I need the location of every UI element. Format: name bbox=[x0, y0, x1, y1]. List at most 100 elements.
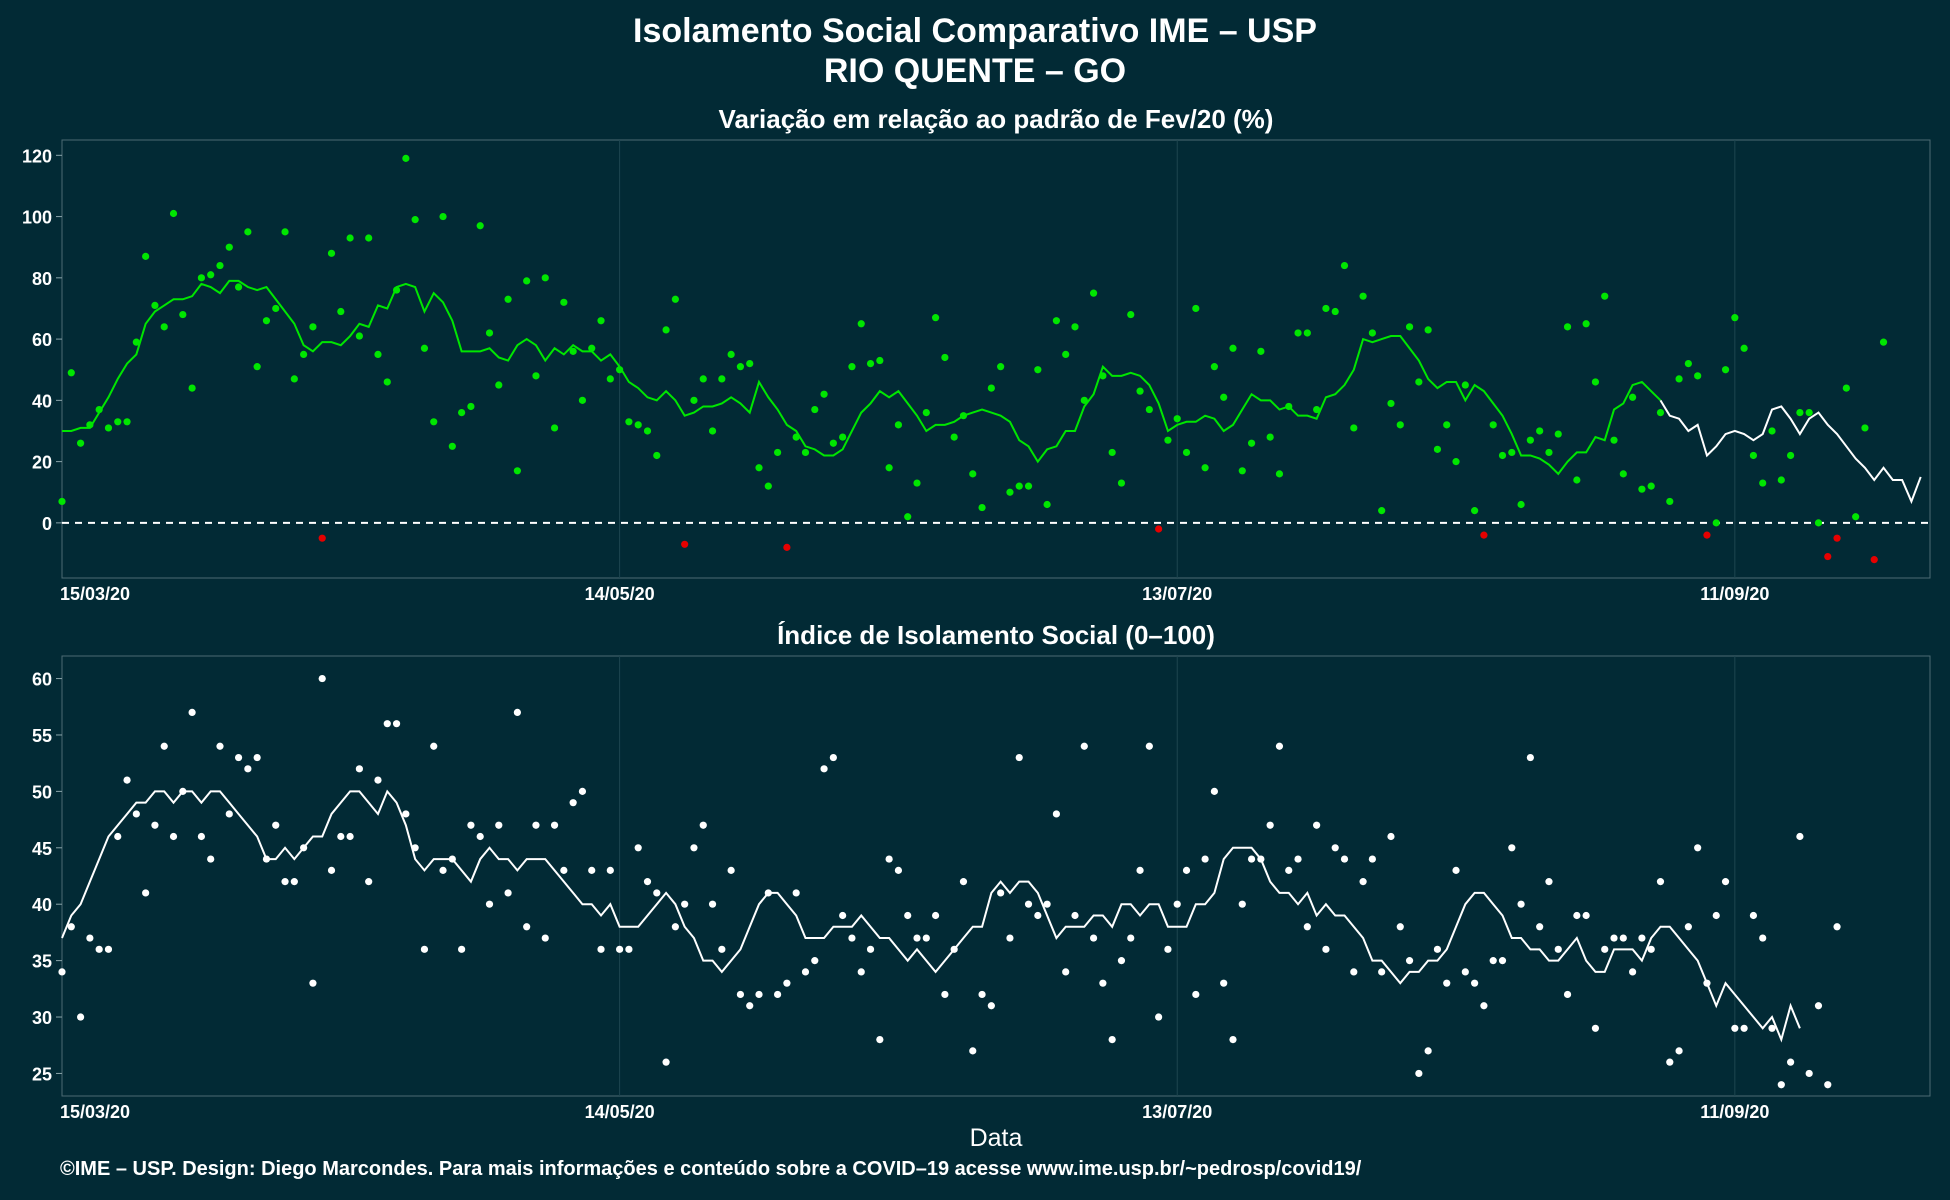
data-point bbox=[1210, 787, 1218, 795]
data-point bbox=[560, 298, 568, 306]
data-point bbox=[1814, 1002, 1823, 1010]
data-point bbox=[1062, 350, 1070, 359]
data-point bbox=[541, 934, 549, 942]
data-point bbox=[1638, 934, 1646, 942]
data-point bbox=[681, 900, 689, 908]
data-point bbox=[1405, 957, 1414, 965]
data-point bbox=[346, 832, 354, 841]
data-point bbox=[792, 889, 800, 897]
data-point bbox=[290, 878, 298, 886]
data-point bbox=[207, 855, 215, 863]
data-point bbox=[690, 396, 698, 404]
data-point bbox=[1052, 810, 1061, 818]
data-point bbox=[922, 409, 930, 417]
x-tick-label: 11/09/20 bbox=[1700, 584, 1769, 600]
data-point bbox=[392, 720, 401, 728]
data-point bbox=[365, 234, 373, 242]
data-point bbox=[169, 209, 178, 218]
data-point bbox=[848, 934, 856, 942]
data-point bbox=[1731, 314, 1739, 322]
data-point bbox=[1210, 363, 1218, 371]
data-point bbox=[234, 753, 243, 762]
data-point bbox=[1805, 1069, 1813, 1078]
data-point bbox=[708, 427, 717, 435]
data-point bbox=[1508, 448, 1516, 457]
data-point bbox=[1396, 421, 1404, 429]
data-point bbox=[142, 889, 150, 897]
data-point bbox=[1340, 261, 1349, 270]
data-point bbox=[801, 968, 810, 976]
y-tick-label: 40 bbox=[32, 895, 52, 915]
data-point bbox=[160, 742, 168, 750]
data-point bbox=[1833, 923, 1841, 931]
data-point bbox=[690, 844, 698, 852]
data-point bbox=[1498, 957, 1507, 965]
data-point bbox=[941, 990, 949, 999]
data-point bbox=[727, 350, 735, 359]
x-tick-label: 11/09/20 bbox=[1700, 1102, 1769, 1122]
data-point bbox=[1443, 421, 1451, 429]
data-point bbox=[253, 363, 261, 371]
data-point bbox=[216, 742, 224, 750]
data-point bbox=[179, 310, 187, 319]
data-point bbox=[188, 384, 196, 392]
data-point bbox=[1238, 900, 1246, 908]
data-point bbox=[755, 464, 763, 472]
data-point bbox=[504, 889, 512, 897]
data-point bbox=[1080, 742, 1088, 750]
y-tick-label: 120 bbox=[22, 146, 52, 166]
data-point bbox=[597, 317, 605, 325]
data-point bbox=[941, 353, 949, 362]
data-point bbox=[1703, 979, 1711, 987]
data-point bbox=[300, 844, 308, 852]
x-tick-label: 13/07/20 bbox=[1142, 584, 1212, 600]
data-point bbox=[142, 252, 150, 260]
figure-subtitle: RIO QUENTE – GO bbox=[823, 52, 1127, 90]
data-point bbox=[272, 821, 280, 829]
data-point bbox=[801, 448, 810, 457]
data-point bbox=[1786, 1058, 1795, 1066]
data-point bbox=[1656, 409, 1665, 417]
data-point bbox=[355, 332, 363, 340]
data-point bbox=[1275, 742, 1284, 750]
data-point bbox=[392, 286, 401, 294]
data-point bbox=[1629, 968, 1637, 976]
data-point bbox=[383, 720, 391, 728]
data-point bbox=[1591, 1024, 1600, 1032]
data-point bbox=[1563, 323, 1572, 331]
data-point bbox=[1601, 945, 1609, 953]
data-point bbox=[746, 359, 754, 368]
data-point bbox=[1777, 476, 1785, 484]
x-axis-label: Data bbox=[970, 1124, 1023, 1152]
data-point bbox=[1480, 1002, 1488, 1010]
moving-average-line bbox=[62, 279, 1662, 476]
data-point bbox=[216, 261, 224, 270]
data-point bbox=[783, 543, 791, 551]
data-point bbox=[876, 1035, 884, 1044]
data-point bbox=[1071, 911, 1079, 920]
data-point bbox=[197, 832, 206, 841]
data-point bbox=[1424, 326, 1432, 334]
data-point bbox=[820, 765, 828, 773]
data-point bbox=[1396, 923, 1404, 931]
data-point bbox=[643, 878, 652, 886]
data-point bbox=[1089, 934, 1098, 942]
data-point bbox=[1052, 317, 1061, 325]
data-point bbox=[1359, 878, 1367, 886]
data-point bbox=[1666, 1058, 1674, 1066]
data-point bbox=[1777, 1081, 1785, 1089]
data-point bbox=[476, 222, 484, 230]
data-point bbox=[337, 832, 345, 841]
data-point bbox=[253, 753, 261, 762]
data-point bbox=[1071, 323, 1079, 331]
data-point bbox=[1721, 366, 1730, 374]
data-point bbox=[1424, 1047, 1432, 1055]
data-point bbox=[1034, 366, 1042, 374]
data-point bbox=[653, 451, 661, 460]
data-point bbox=[1313, 821, 1321, 829]
data-point bbox=[1201, 464, 1209, 472]
data-point bbox=[327, 866, 336, 874]
data-point bbox=[1768, 1024, 1776, 1032]
data-point bbox=[1675, 1047, 1683, 1055]
data-point bbox=[1461, 381, 1469, 389]
